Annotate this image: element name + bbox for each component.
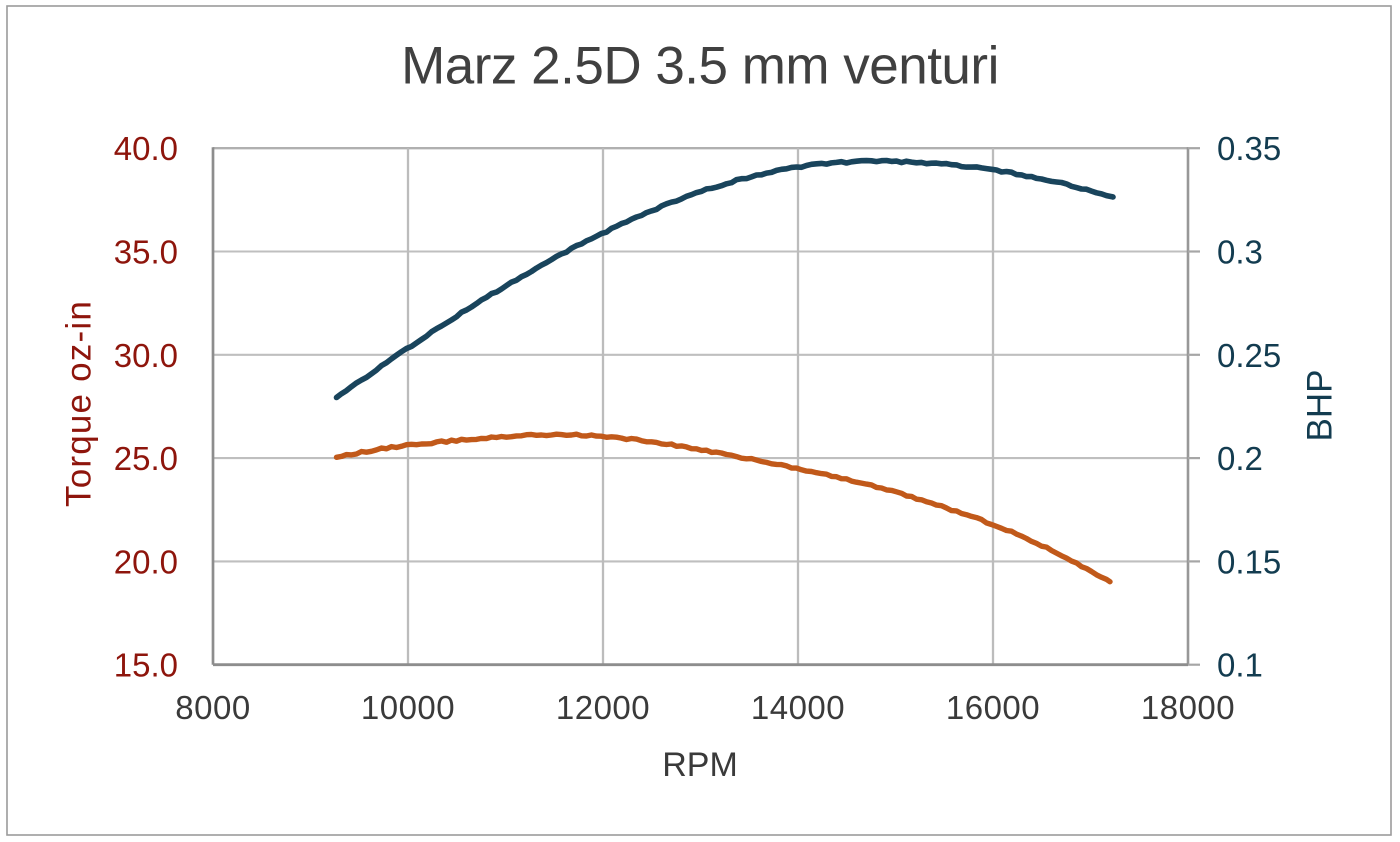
svg-text:Torque oz-in: Torque oz-in <box>60 300 99 507</box>
svg-text:12000: 12000 <box>556 689 650 726</box>
svg-text:16000: 16000 <box>946 689 1040 726</box>
svg-text:20.0: 20.0 <box>114 543 178 580</box>
svg-text:0.25: 0.25 <box>1217 337 1281 374</box>
svg-text:8000: 8000 <box>175 689 250 726</box>
svg-text:14000: 14000 <box>751 689 845 726</box>
svg-text:40.0: 40.0 <box>114 130 178 167</box>
svg-text:0.1: 0.1 <box>1217 647 1263 684</box>
svg-text:0.2: 0.2 <box>1217 440 1263 477</box>
svg-text:25.0: 25.0 <box>114 440 178 477</box>
svg-text:0.3: 0.3 <box>1217 234 1263 271</box>
svg-text:RPM: RPM <box>662 746 738 784</box>
svg-text:15.0: 15.0 <box>114 647 178 684</box>
svg-text:10000: 10000 <box>361 689 455 726</box>
svg-text:BHP: BHP <box>1301 370 1340 442</box>
svg-text:35.0: 35.0 <box>114 234 178 271</box>
svg-text:0.35: 0.35 <box>1217 130 1281 167</box>
svg-text:Marz 2.5D 3.5 mm venturi: Marz 2.5D 3.5 mm venturi <box>401 37 999 96</box>
svg-text:0.15: 0.15 <box>1217 543 1281 580</box>
svg-text:30.0: 30.0 <box>114 337 178 374</box>
svg-text:18000: 18000 <box>1141 689 1235 726</box>
